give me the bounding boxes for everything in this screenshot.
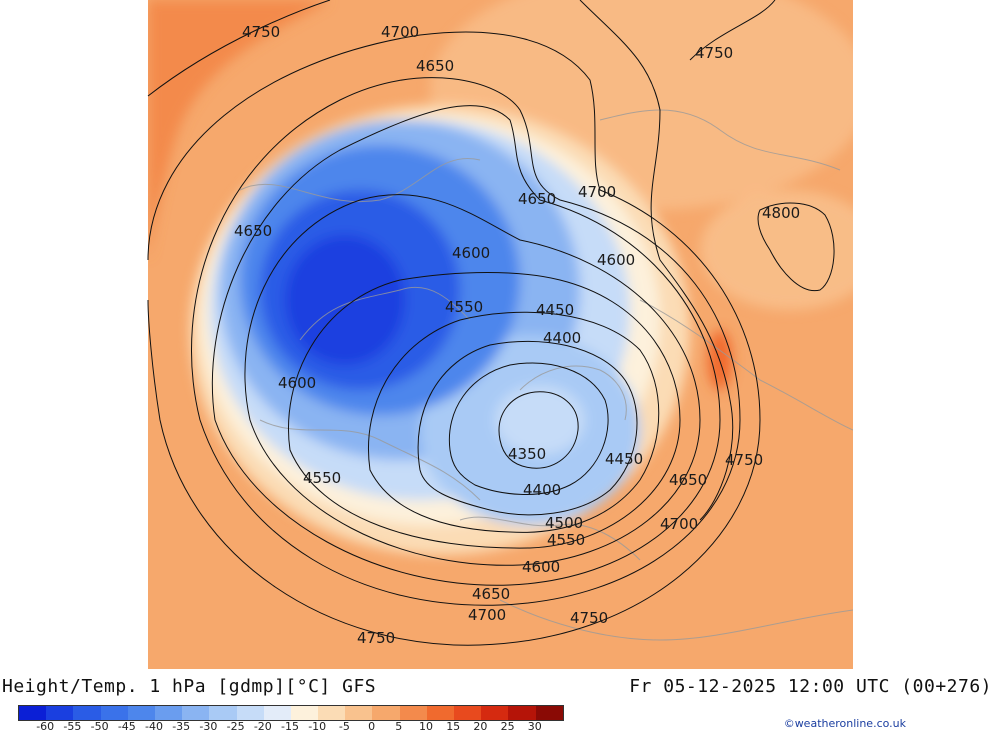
colorbar-tick-label: -40 xyxy=(145,720,163,733)
contour-label: 4750 xyxy=(695,44,733,62)
contour-labels: 4750 4700 4650 4750 4700 4650 4800 4650 … xyxy=(234,23,800,647)
colorbar-swatch xyxy=(535,706,563,720)
contour-label: 4650 xyxy=(518,190,556,208)
colorbar-swatch xyxy=(46,706,74,720)
colorbar-swatch xyxy=(454,706,482,720)
colorbar-tick-label: -60 xyxy=(36,720,55,733)
colorbar-tick-label: -55 xyxy=(63,720,82,733)
contour-label: 4700 xyxy=(578,183,616,201)
contour-label: 4400 xyxy=(543,329,581,347)
contour-label: 4750 xyxy=(725,451,763,469)
colorbar-swatch xyxy=(73,706,101,720)
contour-label: 4400 xyxy=(523,481,561,499)
contour-label: 4500 xyxy=(545,514,583,532)
colorbar-swatch xyxy=(399,706,427,720)
coastlines xyxy=(239,109,853,641)
colorbar-tick-label: -5 xyxy=(338,720,350,733)
contour-label: 4550 xyxy=(445,298,483,316)
colorbar-tick-label: -50 xyxy=(90,720,109,733)
contour-label: 4450 xyxy=(605,450,643,468)
colorbar-swatch xyxy=(481,706,509,720)
contour-label: 4750 xyxy=(570,609,608,627)
contour-label: 4750 xyxy=(242,23,280,41)
colorbar-tick-label: 30 xyxy=(527,720,542,733)
colorbar-tick-label: 5 xyxy=(395,720,403,733)
colorbar-swatch xyxy=(127,706,155,720)
colorbar-swatch xyxy=(100,706,128,720)
contour-label: 4600 xyxy=(278,374,316,392)
contour-label: 4650 xyxy=(669,471,707,489)
colorbar-tick-label: -25 xyxy=(226,720,245,733)
height-contours xyxy=(147,0,835,646)
temperature-field xyxy=(148,0,853,669)
contour-label: 4550 xyxy=(303,469,341,487)
contour-label: 4350 xyxy=(508,445,546,463)
colorbar-tick-label: 0 xyxy=(368,720,376,733)
contour-label: 4650 xyxy=(416,57,454,75)
credit-link[interactable]: ©weatheronline.co.uk xyxy=(783,717,906,730)
colorbar-tick-label: 25 xyxy=(500,720,515,733)
contour-label: 4650 xyxy=(472,585,510,603)
colorbar-swatch xyxy=(508,706,536,720)
contour-label: 4600 xyxy=(522,558,560,576)
colorbar-tick-label: 10 xyxy=(419,720,433,733)
colorbar-tick-label: -20 xyxy=(253,720,272,733)
colorbar-swatch xyxy=(182,706,210,720)
colorbar-swatch xyxy=(345,706,373,720)
colorbar-swatch xyxy=(154,706,183,720)
colorbar-swatch xyxy=(236,706,264,720)
contour-label: 4600 xyxy=(597,251,635,269)
colorbar-tick-label: 20 xyxy=(473,720,488,733)
colorbar-tick-label: -30 xyxy=(199,720,218,733)
contour-label: 4800 xyxy=(762,204,800,222)
colorbar-swatch xyxy=(19,706,47,720)
colorbar-swatch xyxy=(290,706,319,720)
colorbar-swatch xyxy=(318,706,346,720)
contour-label: 4550 xyxy=(547,531,585,549)
colorbar-tick-label: -15 xyxy=(281,720,299,733)
colorbar-ticks: -60 -55 -50 -45 -40 -35 -30 -25 -20 -15 -10 -5 0 5 10 1… xyxy=(18,720,563,733)
contour-label: 4650 xyxy=(234,222,272,240)
contour-label: 4700 xyxy=(468,606,506,624)
contour-label: 4700 xyxy=(381,23,419,41)
colorbar-tick-label: -45 xyxy=(117,720,136,733)
contour-label: 4750 xyxy=(357,629,395,647)
colorbar-swatch xyxy=(263,706,291,720)
contour-label: 4600 xyxy=(452,244,490,262)
chart-title: Height/Temp. 1 hPa [gdmp][°C] GFS xyxy=(2,676,377,697)
contour-label: 4450 xyxy=(536,301,574,319)
forecast-datetime: Fr 05-12-2025 12:00 UTC (00+276) xyxy=(629,676,992,697)
contour-label: 4700 xyxy=(660,515,698,533)
colorbar xyxy=(18,705,564,721)
colorbar-tick-label: 15 xyxy=(446,720,461,733)
colorbar-swatch xyxy=(372,706,400,720)
colorbar-tick-label: -10 xyxy=(308,720,327,733)
colorbar-tick-label: -35 xyxy=(172,720,191,733)
colorbar-swatch xyxy=(209,706,237,720)
colorbar-swatch xyxy=(426,706,454,720)
